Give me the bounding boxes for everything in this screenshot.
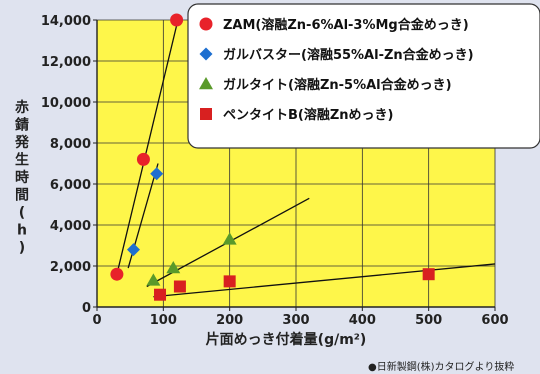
legend-marker-square xyxy=(200,108,212,120)
legend: ZAM(溶融Zn-6%Al-3%Mg合金めっき) ガルバスター(溶融55%Al-Z… xyxy=(187,3,540,149)
data-point-circle xyxy=(110,267,124,281)
x-tick-label: 0 xyxy=(92,313,101,328)
source-note: ●日新製鋼(株)カタログより抜粋 xyxy=(368,360,514,373)
legend-box xyxy=(187,3,540,149)
data-point-diamond xyxy=(126,243,140,257)
x-tick-label: 300 xyxy=(282,313,309,328)
legend-label: ペンタイトB(溶融Znめっき) xyxy=(223,107,393,123)
x-tick-label: 400 xyxy=(349,313,376,328)
x-axis-title: 片面めっき付着量(g/m²) xyxy=(206,331,367,348)
legend-marker-triangle xyxy=(199,77,213,90)
axes: 0 100 200 300 400 500 600 0 2,000 4,000 6,000 8,000… xyxy=(41,14,509,328)
data-point-circle xyxy=(136,152,150,166)
legend-marker-circle xyxy=(199,17,213,31)
y-axis-title: 赤錆発生時間(h) xyxy=(14,100,30,256)
y-tick-label: 4,000 xyxy=(50,219,91,234)
data-points xyxy=(110,13,435,301)
data-point-square xyxy=(154,288,167,301)
data-point-square xyxy=(173,280,186,293)
legend-label: ガルタイト(溶融Zn-5%Al合金めっき) xyxy=(223,77,452,93)
legend-label: ZAM(溶融Zn-6%Al-3%Mg合金めっき) xyxy=(223,17,469,33)
y-tick-label: 12,000 xyxy=(41,55,91,70)
x-tick-label: 600 xyxy=(481,313,508,328)
data-point-diamond xyxy=(150,167,164,181)
trend-line-circle xyxy=(116,19,179,275)
legend-label: ガルバスター(溶融55%Al-Zn合金めっき) xyxy=(223,47,474,63)
x-tick-label: 500 xyxy=(415,313,442,328)
y-tick-label: 6,000 xyxy=(50,178,91,193)
data-point-triangle xyxy=(146,273,161,286)
data-point-square xyxy=(223,275,236,288)
data-point-triangle xyxy=(166,261,181,274)
x-tick-label: 200 xyxy=(216,313,243,328)
y-tick-label: 14,000 xyxy=(41,14,91,29)
legend-marker-diamond xyxy=(199,47,213,61)
y-tick-label: 2,000 xyxy=(50,260,91,275)
data-point-triangle xyxy=(222,232,237,245)
x-tick-label: 100 xyxy=(150,313,177,328)
y-tick-label: 0 xyxy=(82,301,91,316)
data-point-square xyxy=(422,268,435,281)
y-tick-label: 10,000 xyxy=(41,96,91,111)
data-point-circle xyxy=(170,13,184,27)
y-tick-label: 8,000 xyxy=(50,137,91,152)
trend-line-square xyxy=(153,263,496,298)
